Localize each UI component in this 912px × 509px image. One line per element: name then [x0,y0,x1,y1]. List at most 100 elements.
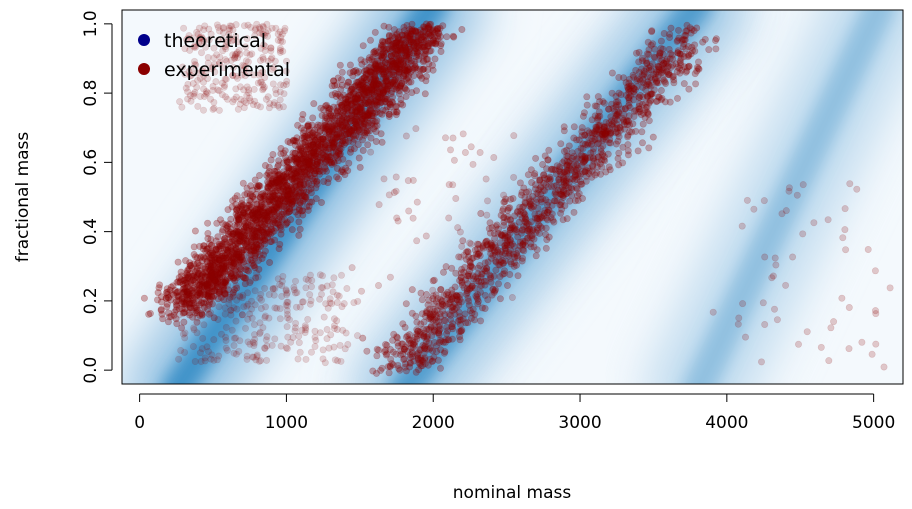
experimental-point [477,210,485,218]
experimental-point [210,283,218,291]
experimental-point [510,173,518,181]
experimental-point [393,39,401,47]
experimental-point [400,40,408,48]
experimental-point [240,86,248,94]
experimental-point [557,140,565,148]
experimental-point [213,275,221,283]
experimental-point [398,31,406,39]
experimental-point [290,283,298,291]
experimental-point [393,214,401,222]
experimental-point [390,330,398,338]
experimental-point [830,318,838,326]
experimental-point [267,238,275,246]
experimental-point [267,222,275,230]
experimental-point [340,300,348,308]
experimental-point [449,325,457,333]
experimental-point [229,98,237,106]
experimental-point [412,87,420,95]
experimental-point [166,313,174,321]
experimental-point [191,293,199,301]
experimental-point [221,268,229,276]
experimental-point [475,251,483,259]
experimental-point [200,321,208,329]
experimental-point [341,131,349,139]
experimental-point [500,267,508,275]
experimental-point [247,211,255,219]
experimental-point [218,286,226,294]
experimental-point [500,198,508,206]
experimental-point [271,195,279,203]
experimental-point [664,70,672,78]
experimental-point [370,78,378,86]
experimental-point [499,205,507,213]
experimental-point [386,103,394,111]
experimental-point [596,112,604,120]
experimental-point [483,237,491,245]
experimental-point [293,134,301,142]
experimental-point [354,297,362,305]
experimental-point [330,117,338,125]
experimental-point [426,21,434,29]
experimental-point [411,338,419,346]
experimental-point [602,136,610,144]
experimental-point [234,252,242,260]
experimental-point [186,262,194,270]
experimental-point [374,85,382,93]
experimental-point [793,191,801,199]
experimental-point [251,247,259,255]
experimental-point [600,99,608,107]
experimental-point [489,285,497,293]
experimental-point [178,295,186,303]
experimental-point [264,169,272,177]
experimental-point [261,162,269,170]
experimental-point [237,265,245,273]
experimental-point [403,21,411,29]
experimental-point [265,207,273,215]
experimental-point [705,46,713,54]
experimental-point [251,287,259,295]
experimental-point [328,122,336,130]
experimental-point [421,90,429,98]
experimental-point [274,194,282,202]
experimental-point [408,348,416,356]
experimental-point [294,355,302,363]
x-tick-label: 5000 [852,413,895,433]
experimental-point [285,168,293,176]
experimental-point [300,155,308,163]
experimental-point [541,207,549,215]
experimental-point [424,66,432,74]
experimental-point [346,91,354,99]
experimental-point [379,45,387,53]
experimental-point [430,29,438,37]
experimental-point [347,86,355,94]
experimental-point [318,112,326,120]
experimental-point [367,96,375,104]
experimental-point [366,36,374,44]
experimental-point [365,88,373,96]
experimental-point [286,139,294,147]
experimental-point [355,83,363,91]
experimental-point [234,231,242,239]
experimental-point [389,336,397,344]
experimental-point [636,77,644,85]
experimental-point [556,201,564,209]
experimental-point [330,77,338,85]
experimental-point [303,203,311,211]
experimental-point [311,342,319,350]
experimental-point [377,45,385,53]
experimental-point [486,229,494,237]
experimental-point [359,147,367,155]
experimental-point [398,340,406,348]
experimental-point [638,139,646,147]
experimental-point [232,282,240,290]
experimental-point [422,47,430,55]
experimental-point [340,140,348,148]
experimental-point [232,238,240,246]
experimental-point [609,104,617,112]
experimental-point [227,244,235,252]
experimental-point [371,118,379,126]
experimental-point [186,311,194,319]
experimental-point [261,247,269,255]
experimental-point [525,188,533,196]
experimental-point [243,266,251,274]
